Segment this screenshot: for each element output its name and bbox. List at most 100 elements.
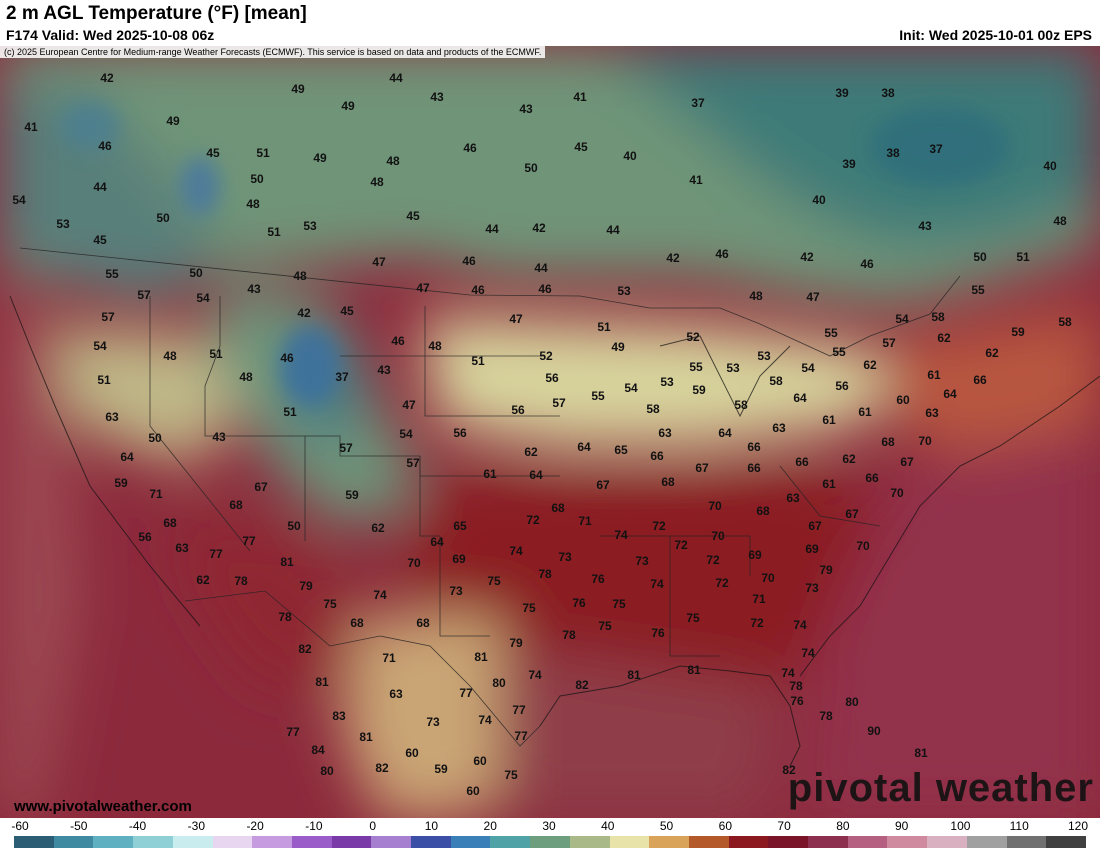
temperature-value: 67 <box>845 507 859 521</box>
temperature-value: 75 <box>686 611 700 625</box>
temperature-value: 44 <box>389 71 403 85</box>
color-scale-tick: -50 <box>70 819 88 833</box>
color-scale-segment <box>450 836 491 848</box>
color-scale-segment <box>609 836 650 848</box>
temperature-value: 43 <box>212 430 226 444</box>
temperature-value: 40 <box>812 193 826 207</box>
temperature-value: 47 <box>416 281 430 295</box>
temperature-value: 51 <box>283 405 297 419</box>
temperature-value: 75 <box>612 597 626 611</box>
temperature-map[interactable]: 42 44 49 43 49 43 41 37 39 38 41 49 46 45 51 49 48 46 45 40… <box>0 46 1100 818</box>
temperature-value: 43 <box>377 363 391 377</box>
temperature-value: 77 <box>209 547 223 561</box>
temperature-value: 53 <box>660 375 674 389</box>
temperature-value: 79 <box>819 563 833 577</box>
temperature-value: 58 <box>734 398 748 412</box>
temperature-value: 61 <box>927 368 941 382</box>
temperature-value: 54 <box>12 193 26 207</box>
temperature-value: 62 <box>371 521 385 535</box>
temperature-value: 80 <box>492 676 506 690</box>
temperature-value: 72 <box>715 576 729 590</box>
header: 2 m AGL Temperature (°F) [mean] F174 Val… <box>0 0 1100 46</box>
temperature-value: 55 <box>832 345 846 359</box>
color-scale-segment <box>172 836 213 848</box>
temperature-value: 48 <box>386 154 400 168</box>
temperature-value: 51 <box>267 225 281 239</box>
temperature-value: 68 <box>350 616 364 630</box>
temperature-value: 45 <box>93 233 107 247</box>
temperature-value: 55 <box>591 389 605 403</box>
temperature-value: 68 <box>551 501 565 515</box>
temperature-value: 62 <box>863 358 877 372</box>
temperature-value: 67 <box>596 478 610 492</box>
temperature-value: 74 <box>509 544 523 558</box>
temperature-value: 56 <box>835 379 849 393</box>
temperature-value: 38 <box>881 86 895 100</box>
temperature-value: 82 <box>575 678 589 692</box>
cold-pockets <box>60 101 1010 406</box>
temperature-field <box>0 46 1100 818</box>
temperature-value: 47 <box>402 398 416 412</box>
color-scale-segment <box>966 836 1007 848</box>
temperature-value: 75 <box>323 597 337 611</box>
temperature-value: 78 <box>278 610 292 624</box>
temperature-value: 72 <box>750 616 764 630</box>
temperature-value: 53 <box>757 349 771 363</box>
temperature-value: 55 <box>824 326 838 340</box>
temperature-value: 37 <box>335 370 349 384</box>
temperature-value: 44 <box>606 223 620 237</box>
temperature-value: 43 <box>519 102 533 116</box>
valid-time: F174 Valid: Wed 2025-10-08 06z <box>6 27 215 43</box>
temperature-value: 60 <box>405 746 419 760</box>
color-scale-tick: 20 <box>483 819 497 833</box>
temperature-value: 82 <box>375 761 389 775</box>
color-scale-legend: -60 -50 -40 -30 -20 -10 0 10 20 30 40 50 60 70 80 90 100… <box>0 818 1100 850</box>
temperature-value: 43 <box>918 219 932 233</box>
temperature-value: 47 <box>509 312 523 326</box>
color-scale-segment <box>1006 836 1047 848</box>
temperature-value: 46 <box>463 141 477 155</box>
temperature-value: 75 <box>504 768 518 782</box>
temperature-value: 49 <box>166 114 180 128</box>
temperature-value: 63 <box>105 410 119 424</box>
coastlines <box>9 295 1100 767</box>
temperature-value: 50 <box>250 172 264 186</box>
temperature-value: 69 <box>452 552 466 566</box>
temperature-value: 39 <box>835 86 849 100</box>
temperature-value: 52 <box>686 330 700 344</box>
color-scale-tick: -60 <box>11 819 29 833</box>
temperature-value: 53 <box>726 361 740 375</box>
color-scale-segment <box>14 836 54 848</box>
temperature-value: 77 <box>514 729 528 743</box>
color-scale-segment <box>133 836 173 848</box>
color-scale-segment <box>808 836 848 848</box>
temperature-value: 81 <box>359 730 373 744</box>
temperature-value: 43 <box>430 90 444 104</box>
temperature-value: 62 <box>937 331 951 345</box>
temperature-value: 63 <box>658 426 672 440</box>
temperature-value: 54 <box>93 339 107 353</box>
temperature-value: 72 <box>706 553 720 567</box>
temperature-value: 80 <box>320 764 334 778</box>
color-scale-segment <box>212 836 253 848</box>
temperature-value: 78 <box>562 628 576 642</box>
temperature-value: 51 <box>471 354 485 368</box>
temperature-value: 62 <box>196 573 210 587</box>
color-scale-tick: 110 <box>1009 819 1029 833</box>
temperature-value: 73 <box>426 715 440 729</box>
temperature-value: 75 <box>598 619 612 633</box>
temperature-value: 51 <box>209 347 223 361</box>
color-scale-segment <box>252 836 292 848</box>
temperature-value: 78 <box>234 574 248 588</box>
temperature-value: 70 <box>761 571 775 585</box>
temperature-value: 70 <box>856 539 870 553</box>
color-scale-tick: 120 <box>1067 819 1089 833</box>
temperature-value: 49 <box>611 340 625 354</box>
temperature-value: 78 <box>538 567 552 581</box>
map-title: 2 m AGL Temperature (°F) [mean] <box>6 3 307 24</box>
website-url[interactable]: www.pivotalweather.com <box>14 798 192 815</box>
temperature-value: 54 <box>801 361 815 375</box>
temperature-value: 64 <box>120 450 134 464</box>
